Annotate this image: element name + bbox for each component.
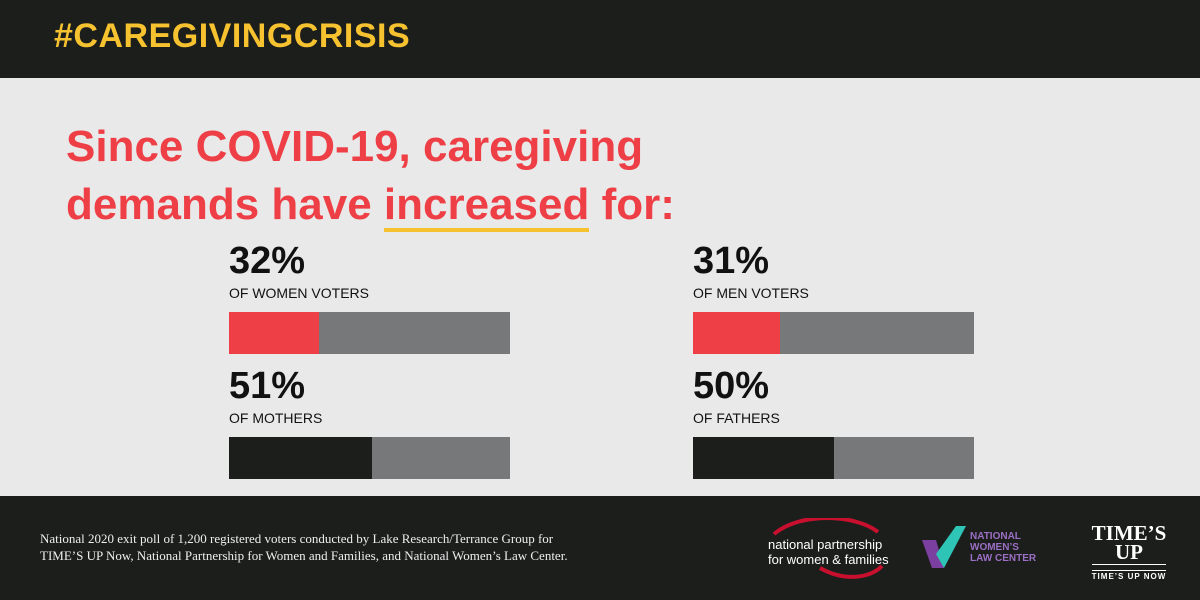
stat-value-label: 31% [693, 240, 770, 282]
stat-men-voters: 31% OF MEN VOTERS [693, 241, 974, 354]
headline-line2-after: for: [589, 180, 675, 229]
bar-fill-men-voters [693, 312, 781, 354]
stat-fathers: 50% OF FATHERS [693, 366, 974, 479]
partnership-line2: for women & families [768, 552, 889, 567]
bar-fill-mothers [229, 437, 373, 479]
stat-value-label: 51% [229, 365, 306, 407]
stat-category-label: OF MEN VOTERS [693, 285, 809, 301]
times-up-wordmark: TIME’S UP [1091, 521, 1167, 564]
partnership-line1: national partnership [768, 537, 883, 552]
national-partnership-logo: national partnership for women & familie… [760, 518, 890, 580]
nwlc-wordmark: NATIONAL WOMEN’S LAW CENTER [970, 531, 1036, 564]
headline: Since COVID-19, caregiving demands have … [66, 118, 675, 234]
hashtag-title: #CAREGIVINGCRISIS [54, 17, 411, 55]
headline-line1: Since COVID-19, caregiving [66, 122, 644, 171]
stat-value-label: 50% [693, 365, 770, 407]
bar-track [229, 312, 510, 354]
partnership-swoosh-icon [772, 518, 884, 579]
bar-track [229, 437, 510, 479]
header-bar: #CAREGIVINGCRISIS [0, 0, 1200, 78]
stat-category-label: OF FATHERS [693, 410, 780, 426]
headline-line2-before: demands have [66, 180, 384, 229]
footer-bar: National 2020 exit poll of 1,200 registe… [0, 496, 1200, 600]
times-up-subtitle: TIME’S UP NOW [1091, 572, 1167, 581]
stat-category-label: OF MOTHERS [229, 410, 323, 426]
stat-category-label: OF WOMEN VOTERS [229, 285, 369, 301]
stat-women-voters: 32% OF WOMEN VOTERS [229, 241, 510, 354]
nwlc-line3: LAW CENTER [970, 553, 1037, 564]
bar-fill-women-voters [229, 312, 319, 354]
bar-track [693, 437, 974, 479]
bar-track [693, 312, 974, 354]
nwlc-check-icon [922, 526, 966, 568]
main-panel: Since COVID-19, caregiving demands have … [0, 78, 1200, 496]
source-note: National 2020 exit poll of 1,200 registe… [40, 531, 568, 563]
stat-mothers: 51% OF MOTHERS [229, 366, 510, 479]
nwlc-line1: NATIONAL [970, 531, 1021, 542]
stat-value-label: 32% [229, 240, 306, 282]
nwlc-line2: WOMEN’S [970, 542, 1019, 553]
times-up-logo: TIME’S UP TIME’S UP NOW [1086, 521, 1172, 582]
nwlc-logo: NATIONAL WOMEN’S LAW CENTER [920, 524, 1060, 576]
times-up-rule [1092, 564, 1166, 571]
headline-highlight-word: increased [383, 176, 590, 234]
partnership-wordmark: national partnership for women & familie… [768, 537, 889, 567]
bar-fill-fathers [693, 437, 834, 479]
